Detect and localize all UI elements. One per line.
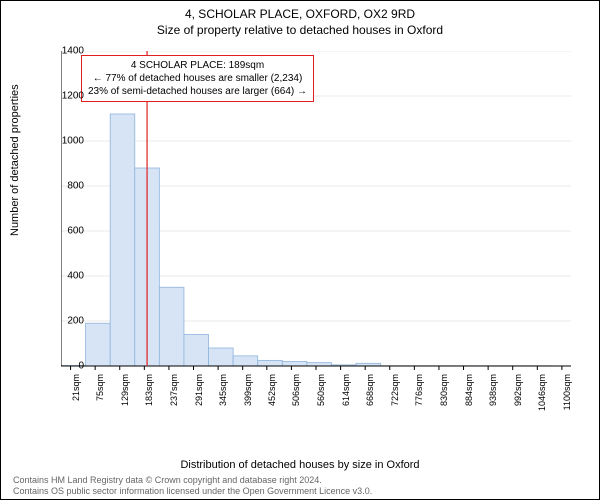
x-tick-label: 399sqm: [243, 374, 253, 414]
x-tick-label: 129sqm: [120, 374, 130, 414]
x-tick-label: 614sqm: [341, 374, 351, 414]
x-tick-label: 345sqm: [218, 374, 228, 414]
histogram-plot: [61, 51, 571, 421]
x-tick-label: 21sqm: [71, 374, 81, 414]
callout-line3: 23% of semi-detached houses are larger (…: [88, 85, 307, 98]
y-tick-label: 600: [54, 226, 84, 237]
callout-line1: 4 SCHOLAR PLACE: 189sqm: [88, 59, 307, 72]
y-tick-label: 400: [54, 271, 84, 282]
chart-area: 4 SCHOLAR PLACE: 189sqm ← 77% of detache…: [61, 51, 571, 421]
x-tick-label: 452sqm: [267, 374, 277, 414]
x-tick-label: 938sqm: [488, 374, 498, 414]
x-tick-label: 722sqm: [390, 374, 400, 414]
x-tick-label: 237sqm: [169, 374, 179, 414]
x-tick-label: 884sqm: [464, 374, 474, 414]
x-tick-label: 75sqm: [95, 374, 105, 414]
x-tick-label: 1046sqm: [537, 374, 547, 414]
x-tick-label: 776sqm: [414, 374, 424, 414]
x-tick-label: 506sqm: [291, 374, 301, 414]
y-tick-label: 0: [54, 361, 84, 372]
x-axis-label: Distribution of detached houses by size …: [1, 459, 599, 471]
x-tick-label: 291sqm: [194, 374, 204, 414]
y-tick-label: 1400: [54, 46, 84, 57]
footnote: Contains HM Land Registry data © Crown c…: [13, 475, 372, 497]
x-tick-label: 830sqm: [439, 374, 449, 414]
y-axis-label: Number of detached properties: [9, 84, 21, 236]
chart-title-main: 4, SCHOLAR PLACE, OXFORD, OX2 9RD: [1, 7, 599, 21]
x-tick-label: 668sqm: [365, 374, 375, 414]
y-tick-label: 1000: [54, 136, 84, 147]
callout-box: 4 SCHOLAR PLACE: 189sqm ← 77% of detache…: [81, 55, 314, 102]
x-tick-label: 183sqm: [144, 374, 154, 414]
y-tick-label: 800: [54, 181, 84, 192]
footnote-line1: Contains HM Land Registry data © Crown c…: [13, 475, 372, 486]
chart-title-sub: Size of property relative to detached ho…: [1, 23, 599, 37]
y-tick-label: 1200: [54, 91, 84, 102]
x-tick-label: 1100sqm: [562, 374, 572, 414]
x-tick-label: 992sqm: [513, 374, 523, 414]
y-tick-label: 200: [54, 316, 84, 327]
chart-container: 4, SCHOLAR PLACE, OXFORD, OX2 9RD Size o…: [0, 0, 600, 500]
callout-line2: ← 77% of detached houses are smaller (2,…: [88, 72, 307, 85]
footnote-line2: Contains OS public sector information li…: [13, 486, 372, 497]
x-tick-label: 560sqm: [316, 374, 326, 414]
